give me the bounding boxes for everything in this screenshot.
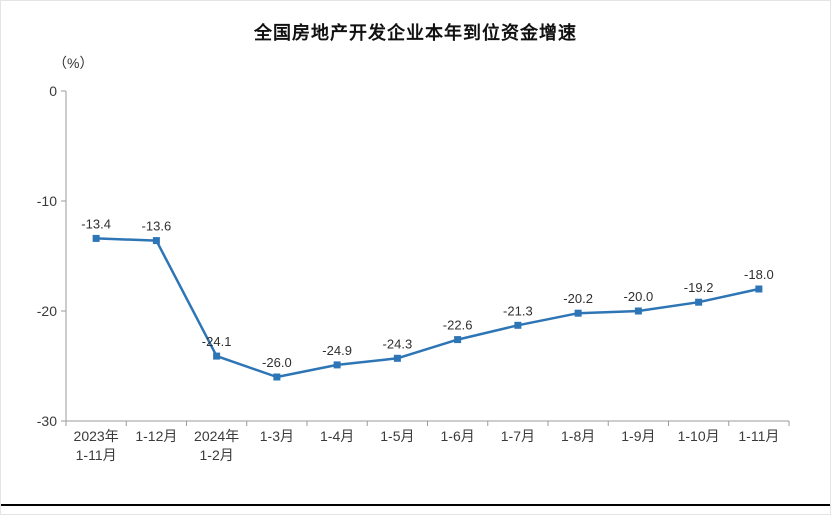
data-point-marker — [574, 309, 582, 317]
data-point-marker — [92, 234, 100, 242]
data-point-label: -20.0 — [624, 289, 654, 304]
x-axis-category-label: 1-10月 — [678, 428, 720, 444]
data-point-label: -20.2 — [563, 291, 593, 306]
data-point-marker — [454, 336, 462, 344]
data-point-label: -26.0 — [262, 355, 292, 370]
data-point-marker — [634, 307, 642, 315]
x-axis-category-label: 1-11月 — [738, 428, 779, 444]
y-axis-tick-label: -20 — [37, 303, 57, 319]
y-axis-tick-label: -10 — [37, 193, 57, 209]
data-line — [94, 237, 761, 379]
data-point-marker — [273, 373, 281, 381]
data-point-marker — [333, 361, 341, 369]
x-axis-category-label: 1-3月 — [260, 428, 294, 444]
line-chart: 0 -10 -20 -30 2023年 1-11月 1-12月 2024年 1-2月 1-3月 1-… — [37, 83, 790, 463]
x-axis-category-label: 1-6月 — [441, 428, 475, 444]
bottom-divider — [1, 504, 830, 506]
y-axis-unit-label: （%） — [53, 55, 94, 71]
y-axis-tick-label: -30 — [37, 413, 57, 429]
x-axis-category-label: 1-9月 — [621, 428, 655, 444]
data-point-label: -18.0 — [744, 267, 774, 282]
data-point-label: -19.2 — [684, 280, 714, 295]
data-point-marker — [514, 321, 522, 329]
data-point-marker — [755, 285, 763, 293]
x-axis-category-label: 2023年 — [74, 428, 119, 444]
data-point-label: -21.3 — [503, 303, 533, 318]
data-point-label: -24.3 — [383, 336, 413, 351]
x-axis-category-label: 2024年 — [194, 428, 239, 444]
data-point-marker — [152, 237, 160, 245]
x-axis-category-label: 1-4月 — [320, 428, 354, 444]
data-point-marker — [213, 352, 221, 360]
x-axis-category-label: 1-12月 — [135, 428, 177, 444]
data-point-label: -13.4 — [81, 216, 111, 231]
y-axis-tick-label: 0 — [49, 83, 57, 99]
data-point-label: -22.6 — [443, 318, 473, 333]
x-axis-category-label: 1-8月 — [561, 428, 595, 444]
x-axis-category-label: 1-5月 — [380, 428, 414, 444]
x-axis-category-label: 1-11月 — [76, 447, 117, 463]
data-point-label: -13.6 — [142, 219, 172, 234]
x-axis-category-label: 1-7月 — [501, 428, 535, 444]
data-point-marker — [695, 298, 703, 306]
data-point-marker — [393, 354, 401, 362]
x-axis-category-label: 1-2月 — [200, 447, 234, 463]
data-point-label: -24.1 — [202, 334, 232, 349]
data-point-label: -24.9 — [322, 343, 352, 358]
chart-title: 全国房地产开发企业本年到位资金增速 — [254, 23, 577, 43]
